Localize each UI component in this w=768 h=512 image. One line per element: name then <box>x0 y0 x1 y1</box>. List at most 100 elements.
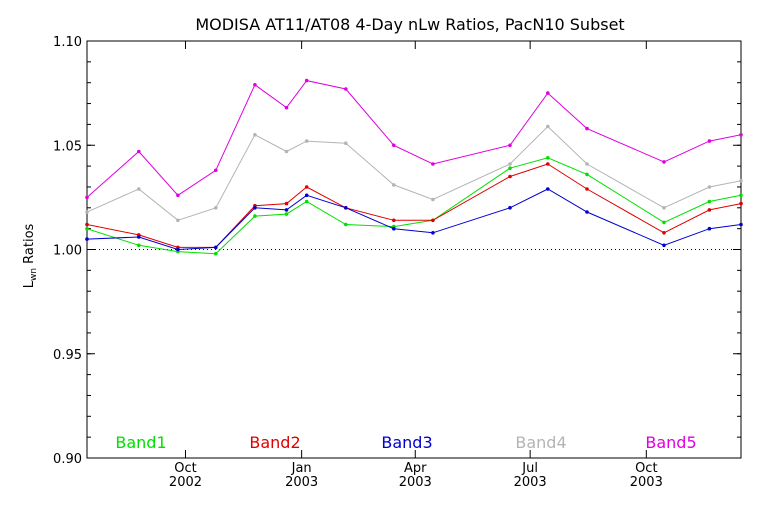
y-tick-label: 1.05 <box>53 139 82 154</box>
data-point-band1 <box>137 243 141 248</box>
data-point-band2 <box>508 174 512 179</box>
data-point-band1 <box>739 193 743 198</box>
x-tick-month-label: Jan <box>291 461 312 476</box>
data-point-band5 <box>284 105 289 110</box>
data-point-band3 <box>707 226 712 231</box>
y-axis-label-subscript: wn <box>29 268 39 281</box>
data-point-band5 <box>344 87 348 91</box>
x-tick-year-label: 2002 <box>169 475 202 490</box>
data-point-band2 <box>85 222 89 227</box>
x-tick-year-label: 2003 <box>285 475 318 490</box>
data-point-band1 <box>546 156 550 160</box>
data-point-band1 <box>304 199 309 204</box>
series-line-band5 <box>87 80 741 198</box>
data-point-band5 <box>508 143 512 148</box>
data-point-band1 <box>662 220 666 225</box>
y-axis-label: Lwn Ratios <box>22 223 39 288</box>
data-point-band4 <box>392 183 396 187</box>
y-tick-label: 1.00 <box>53 244 82 259</box>
y-tick-label: 0.95 <box>53 348 82 363</box>
data-point-band2 <box>304 185 309 189</box>
data-point-band4 <box>585 162 589 166</box>
data-point-band1 <box>85 226 89 231</box>
data-point-band5 <box>214 168 218 173</box>
x-tick-year-label: 2003 <box>399 475 432 490</box>
data-point-band4 <box>662 206 666 210</box>
data-point-band3 <box>585 210 589 214</box>
data-point-band1 <box>585 172 589 177</box>
x-tick-month-label: Oct <box>174 461 196 476</box>
data-point-band5 <box>546 91 550 95</box>
data-point-band1 <box>214 251 218 256</box>
legend-entry-band3: Band3 <box>381 433 432 452</box>
y-axis-label-main: L <box>22 280 37 288</box>
data-point-band4 <box>707 185 712 189</box>
data-point-band4 <box>344 141 348 145</box>
x-tick-year-label: 2003 <box>630 475 663 490</box>
data-point-band1 <box>253 214 257 218</box>
data-point-band3 <box>85 237 89 241</box>
data-point-band2 <box>284 201 289 206</box>
data-point-band2 <box>431 218 435 223</box>
data-point-band1 <box>508 166 512 170</box>
y-tick-label: 0.90 <box>53 452 82 467</box>
data-point-band1 <box>344 222 348 227</box>
data-point-band3 <box>546 187 550 191</box>
series-line-band3 <box>87 188 741 251</box>
x-tick-month-label: Jul <box>521 461 538 476</box>
data-point-band4 <box>253 133 257 137</box>
data-point-band2 <box>546 162 550 166</box>
data-point-band5 <box>392 143 396 148</box>
data-point-band3 <box>253 206 257 210</box>
chart-title: MODISA AT11/AT08 4-Day nLw Ratios, PacN1… <box>195 15 624 34</box>
data-point-band4 <box>137 187 141 191</box>
data-point-band5 <box>707 139 712 143</box>
data-point-band5 <box>739 133 743 137</box>
data-point-band1 <box>284 212 289 216</box>
data-point-band3 <box>214 245 218 250</box>
data-point-band3 <box>662 243 666 248</box>
data-point-band5 <box>585 126 589 131</box>
data-point-band4 <box>284 149 289 154</box>
data-point-band3 <box>304 193 309 198</box>
data-point-band4 <box>431 197 435 202</box>
data-point-band2 <box>662 231 666 235</box>
x-tick-year-label: 2003 <box>514 475 547 490</box>
series-line-band1 <box>87 157 741 255</box>
legend-entry-band2: Band2 <box>249 433 300 452</box>
x-tick-month-label: Oct <box>635 461 657 476</box>
series-line-band4 <box>87 125 741 221</box>
plot-area: 0.900.951.001.051.10Oct2002Jan2003Apr200… <box>53 35 743 490</box>
series-line-band2 <box>87 163 741 248</box>
data-point-band5 <box>431 162 435 166</box>
data-point-band3 <box>176 247 180 252</box>
data-point-band4 <box>739 178 743 183</box>
data-point-band4 <box>176 218 180 223</box>
data-point-band4 <box>508 162 512 166</box>
data-point-band3 <box>284 208 289 212</box>
data-point-band5 <box>176 193 180 198</box>
data-point-band5 <box>137 149 141 154</box>
data-point-band4 <box>214 206 218 210</box>
legend-entry-band5: Band5 <box>645 433 696 452</box>
data-point-band3 <box>431 231 435 235</box>
data-point-band4 <box>546 124 550 129</box>
data-point-band3 <box>392 226 396 231</box>
data-point-band3 <box>508 206 512 210</box>
data-point-band4 <box>85 210 89 214</box>
data-point-band2 <box>707 208 712 212</box>
legend-entry-band1: Band1 <box>115 433 166 452</box>
data-point-band4 <box>304 139 309 143</box>
data-point-band5 <box>253 83 257 87</box>
data-point-band3 <box>137 235 141 239</box>
legend-entry-band4: Band4 <box>515 433 566 452</box>
data-point-band3 <box>344 206 348 210</box>
y-axis-label-rest: Ratios <box>22 223 37 268</box>
data-point-band5 <box>85 195 89 200</box>
data-point-band2 <box>585 187 589 191</box>
x-tick-month-label: Apr <box>404 461 427 476</box>
data-point-band3 <box>739 222 743 227</box>
data-point-band1 <box>707 199 712 204</box>
y-tick-label: 1.10 <box>53 35 82 50</box>
